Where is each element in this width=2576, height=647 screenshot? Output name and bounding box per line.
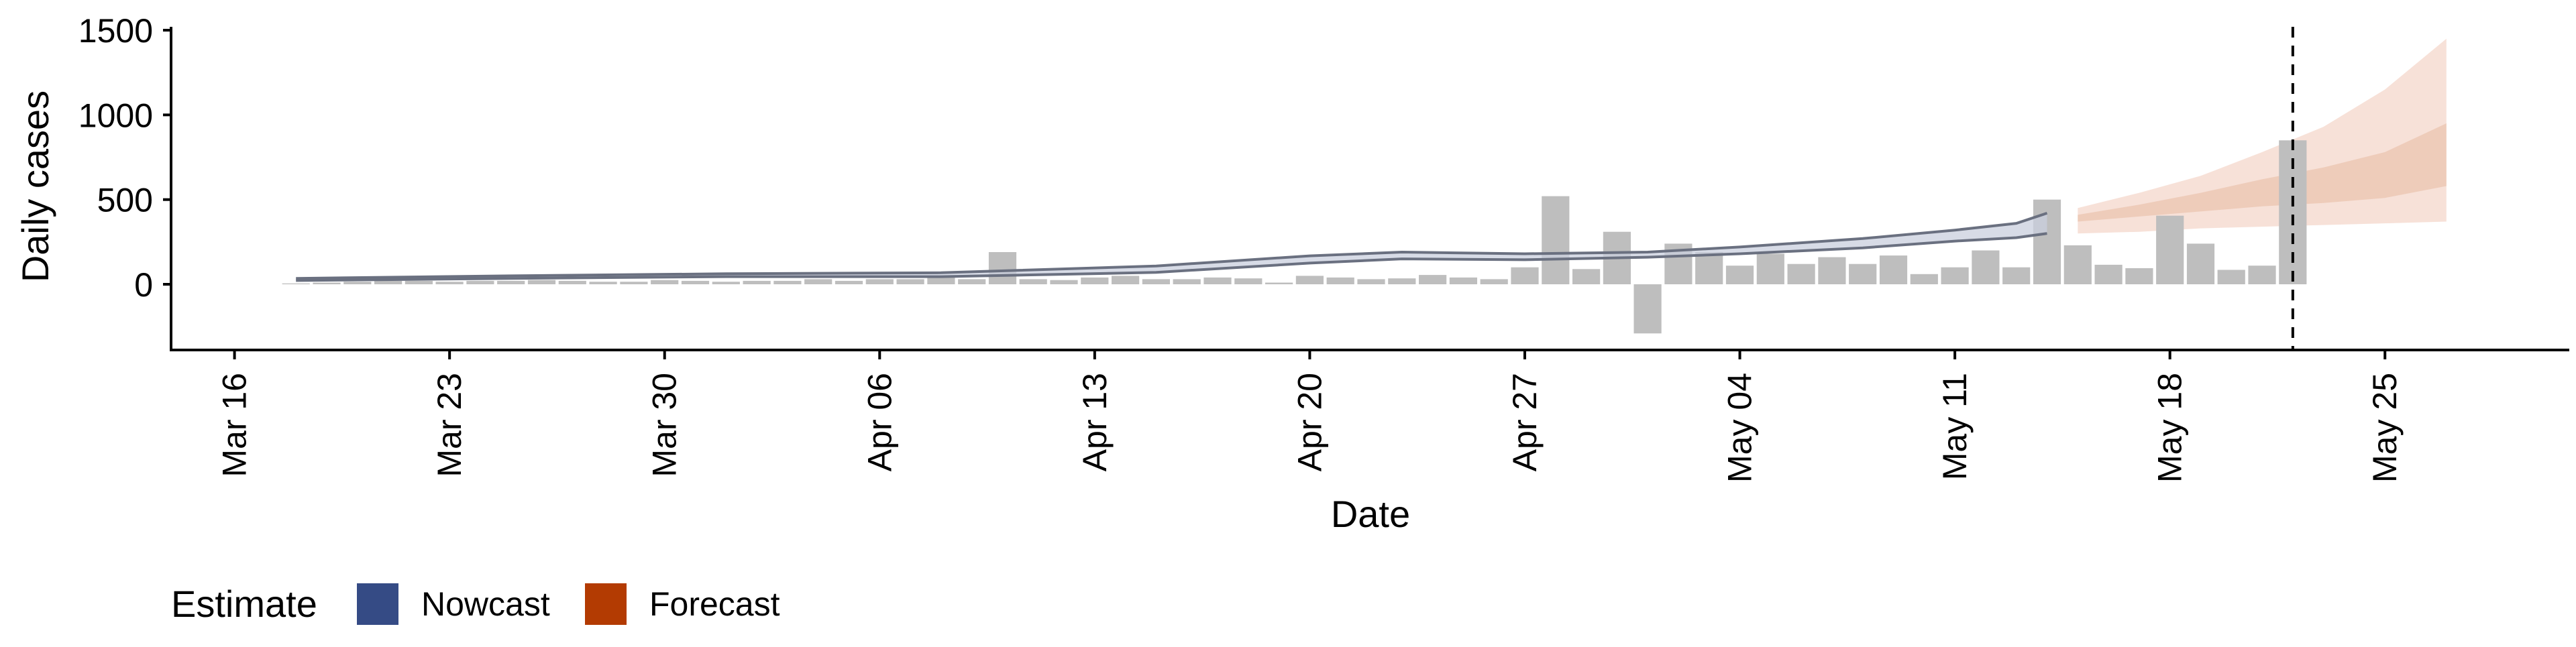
x-tick-label: Apr 13	[1076, 373, 1114, 471]
case-bar	[2248, 266, 2276, 284]
case-bar	[1756, 253, 1784, 284]
legend: Estimate Nowcast Forecast	[171, 583, 780, 625]
legend-title: Estimate	[171, 583, 317, 625]
case-bar	[1725, 266, 1754, 284]
case-bar	[405, 280, 433, 284]
case-bar	[1695, 252, 1723, 284]
case-bar	[1142, 279, 1170, 284]
case-bar	[681, 280, 710, 284]
y-tick-labels: 0 500 1000 1500	[78, 12, 171, 304]
case-bar	[1449, 277, 1477, 284]
x-axis-title: Date	[1331, 493, 1410, 535]
case-bar	[1081, 277, 1109, 284]
case-bar	[988, 252, 1017, 284]
case-bar	[958, 279, 986, 284]
forecast-inner-band	[2078, 123, 2447, 222]
case-bar	[343, 282, 372, 284]
case-bar	[1265, 282, 1293, 284]
case-bar	[2186, 243, 2215, 284]
case-bar	[712, 282, 740, 284]
case-bar	[1419, 275, 1447, 284]
y-tick-label: 500	[97, 182, 153, 219]
case-bar	[1357, 279, 1385, 284]
case-bar	[558, 280, 586, 284]
case-bar	[1050, 280, 1078, 284]
x-tick-label: Mar 16	[216, 373, 254, 477]
case-bar	[497, 280, 525, 284]
nowcast-band-fill	[296, 213, 2047, 281]
case-bar	[743, 280, 771, 284]
case-bar	[2156, 215, 2184, 284]
case-bar	[1941, 267, 1969, 284]
case-bar	[2094, 264, 2123, 284]
case-bar	[1019, 279, 1047, 284]
case-bar	[2125, 268, 2153, 284]
case-bar	[1633, 284, 1662, 334]
case-bar	[1480, 279, 1508, 284]
x-tick-label: May 25	[2366, 373, 2404, 483]
case-bar	[1972, 250, 2000, 284]
y-tick-label: 1000	[78, 97, 153, 134]
case-bar	[1173, 279, 1201, 284]
reported-case-bars	[282, 140, 2307, 334]
legend-label-forecast: Forecast	[649, 585, 780, 623]
case-bar	[1879, 255, 1908, 284]
x-tick-label: May 04	[1721, 373, 1759, 483]
case-bar	[865, 279, 894, 284]
case-bar	[435, 282, 464, 284]
y-tick-label: 1500	[78, 12, 153, 50]
x-tick-label: Apr 06	[861, 373, 898, 471]
case-bar	[620, 282, 648, 284]
nowcast-upper-line	[296, 212, 2048, 280]
x-tick-label: Mar 30	[646, 373, 684, 477]
legend-label-nowcast: Nowcast	[421, 585, 550, 623]
case-bar	[1910, 274, 1938, 284]
case-bar	[1542, 196, 1570, 284]
case-bar	[1818, 257, 1846, 284]
case-bar	[896, 279, 924, 284]
nowcast-band	[296, 212, 2048, 282]
case-bar	[773, 280, 802, 284]
case-bar	[1572, 269, 1601, 284]
x-tick-label: May 18	[2151, 373, 2189, 483]
x-tick-labels: Mar 16 Mar 23 Mar 30 Apr 06 Apr 13 Apr 20 Apr …	[216, 350, 2404, 483]
case-bar	[527, 280, 556, 284]
x-tick-label: Apr 20	[1291, 373, 1328, 471]
x-tick-label: Mar 23	[431, 373, 468, 477]
case-bar	[804, 279, 833, 284]
case-bar	[374, 280, 402, 284]
y-axis-title: Daily cases	[14, 91, 56, 282]
case-bar	[835, 280, 863, 284]
y-tick-label: 0	[134, 266, 153, 304]
case-bar	[1326, 277, 1354, 284]
case-bar	[1234, 278, 1263, 284]
case-bar	[313, 282, 341, 284]
forecast-bands	[2078, 38, 2447, 234]
case-bar	[466, 280, 494, 284]
case-bar	[651, 280, 679, 284]
case-bar	[2217, 270, 2245, 284]
x-tick-label: May 11	[1936, 373, 1974, 480]
case-bar	[1787, 263, 1815, 284]
case-bar	[927, 277, 955, 284]
case-bar	[2002, 267, 2031, 284]
x-tick-label: Apr 27	[1506, 373, 1544, 471]
case-bar	[1112, 276, 1140, 284]
case-bar	[2063, 245, 2092, 284]
legend-key-nowcast	[357, 583, 398, 625]
legend-key-forecast	[585, 583, 627, 625]
nowcast-lower-line	[296, 232, 2047, 282]
case-bar	[1849, 263, 1877, 284]
case-bar	[1388, 278, 1416, 284]
case-bar	[1203, 277, 1232, 284]
case-bar	[1511, 267, 1539, 284]
case-bar	[589, 282, 617, 284]
case-bar	[2033, 199, 2061, 284]
case-bar	[1295, 276, 1324, 284]
